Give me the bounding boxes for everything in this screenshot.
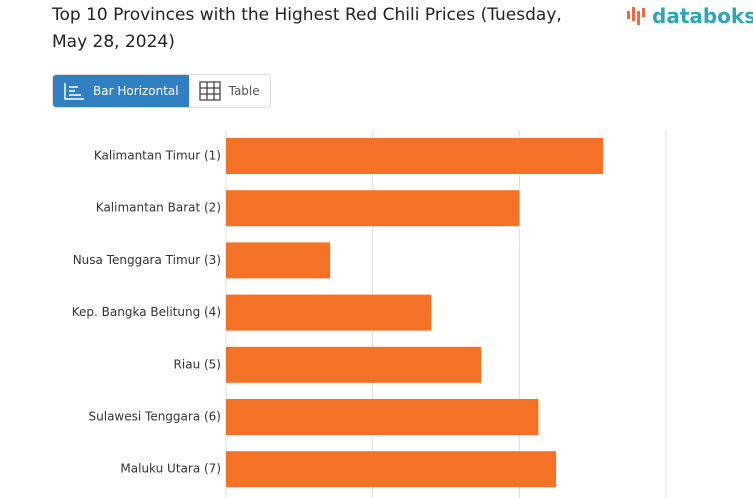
y-tick-label: Maluku Utara (7) — [120, 462, 221, 476]
y-tick-label: Riau (5) — [174, 357, 221, 371]
bar — [226, 451, 556, 488]
logo[interactable]: databoks — [626, 4, 753, 28]
logo-text: databoks — [652, 4, 753, 28]
tab-table[interactable]: Table — [189, 75, 270, 107]
y-tick-label: Sulawesi Tenggara (6) — [89, 410, 221, 424]
bar — [226, 399, 539, 435]
logo-icon — [627, 7, 645, 25]
y-tick-label: Kalimantan Barat (2) — [96, 201, 221, 215]
tab-bar[interactable]: Bar Horizontal — [53, 75, 189, 107]
table-icon — [198, 81, 221, 101]
bar — [226, 190, 520, 227]
bar-icon — [64, 83, 84, 100]
tab-label: Table — [228, 84, 260, 98]
bar — [226, 138, 603, 174]
bar — [226, 294, 432, 331]
view-tabs: Bar Horizontal Table — [52, 74, 271, 108]
bar — [226, 346, 482, 383]
bar — [226, 242, 331, 279]
chart-title: Top 10 Provinces with the Highest Red Ch… — [52, 5, 562, 52]
y-tick-label: Kalimantan Timur (1) — [94, 149, 221, 163]
tab-label: Bar Horizontal — [93, 84, 179, 98]
y-tick-label: Kep. Bangka Belitung (4) — [72, 305, 221, 319]
y-tick-label: Nusa Tenggara Timur (3) — [73, 253, 221, 267]
